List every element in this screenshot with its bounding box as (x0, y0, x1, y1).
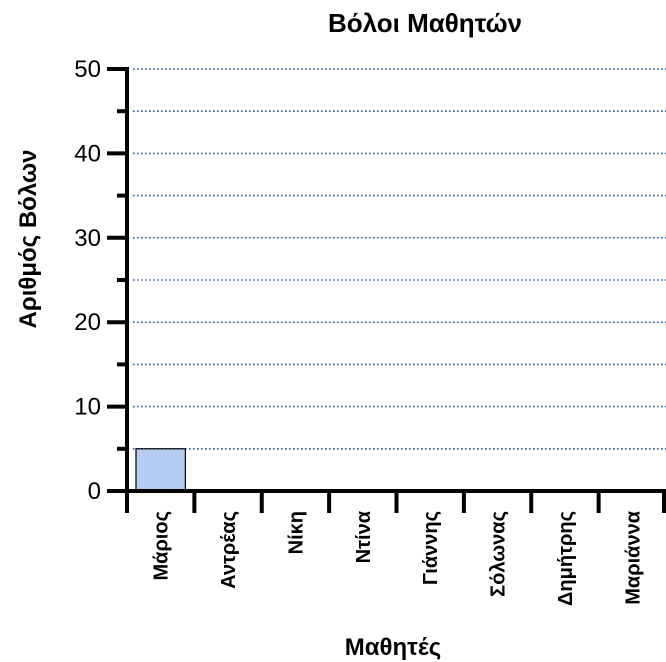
y-tick-label: 20 (74, 309, 101, 336)
x-tick-label: Μάριος (151, 511, 173, 581)
x-tick-label: Σόλωνας (488, 511, 510, 597)
x-tick-label: Γιάννης (420, 511, 442, 585)
bars (135, 448, 186, 492)
chart-title: Βόλοι Μαθητών (328, 8, 522, 38)
y-tick-label: 50 (74, 56, 101, 83)
x-tick-label: Μαριάννα (622, 510, 644, 604)
y-tick-label: 10 (74, 394, 101, 421)
x-tick-labels: Μάριος Αντρέας Νίκη Ντίνα Γιάννης Σόλωνας Δημή… (151, 510, 645, 606)
y-axis-label: Αριθμός Βόλων (15, 150, 42, 329)
y-tick-label: 40 (74, 140, 101, 167)
x-axis-label: Μαθητές (345, 634, 441, 661)
x-tick-label: Νίκη (285, 511, 307, 554)
x-tick-label: Δημήτρης (555, 511, 577, 606)
x-tick-label: Αντρέας (218, 511, 240, 589)
y-tick-labels: 0 10 20 30 40 50 (74, 56, 101, 505)
x-tick-label: Ντίνα (353, 510, 375, 563)
gridlines (133, 68, 666, 450)
axes (107, 67, 666, 513)
y-tick-label: 30 (74, 225, 101, 252)
bar-1 (135, 448, 186, 492)
y-tick-label: 0 (88, 478, 101, 505)
